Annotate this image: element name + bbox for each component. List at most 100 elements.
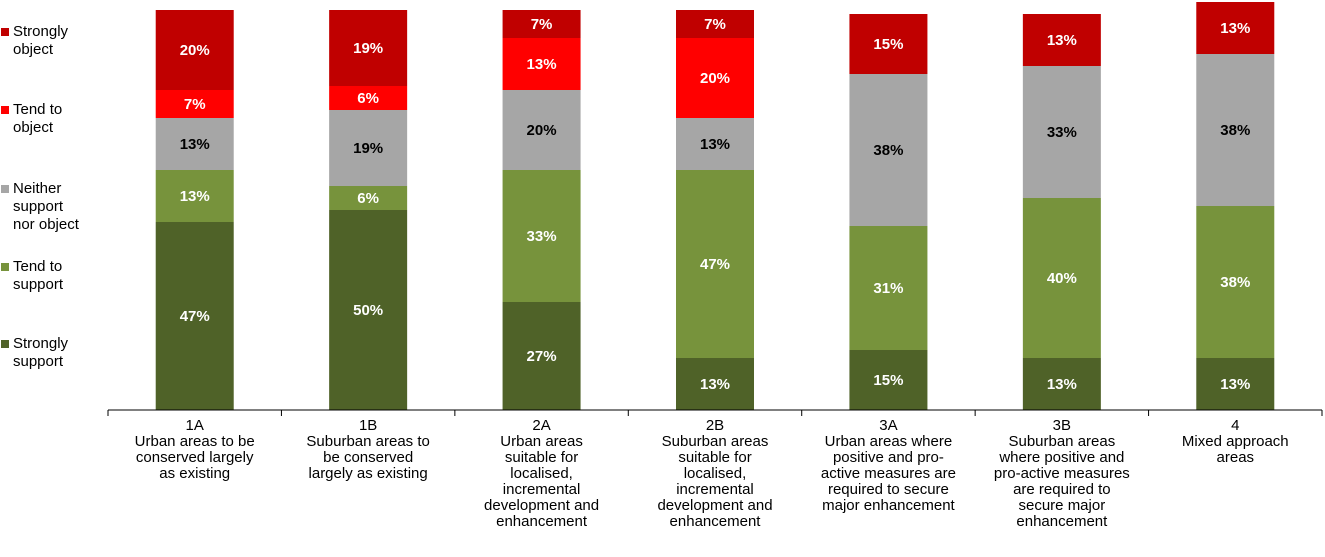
x-tick-label-line: incremental <box>676 481 754 498</box>
x-tick-label-line: are required to <box>1013 481 1111 498</box>
bar-segment <box>849 350 928 410</box>
x-tick-label-line: Urban areas to be <box>135 433 255 450</box>
bar-segment <box>155 170 234 222</box>
data-label: 7% <box>704 16 726 33</box>
bar-segment <box>1022 198 1101 358</box>
data-label: 33% <box>527 228 557 245</box>
x-tick-label-line: enhancement <box>1016 513 1108 530</box>
data-label: 7% <box>531 16 553 33</box>
bar-segment <box>676 118 754 170</box>
x-tick-label-line: required to secure <box>828 481 949 498</box>
data-label: 13% <box>1220 376 1250 393</box>
x-tick-label-line: as existing <box>159 465 230 482</box>
bar-segment <box>1022 358 1101 410</box>
x-tick-label-line: 3B <box>1053 417 1071 434</box>
x-tick-label-line: Urban areas <box>500 433 583 450</box>
data-label: 20% <box>700 70 730 87</box>
x-tick-label-line: enhancement <box>670 513 762 530</box>
legend-swatch <box>1 28 9 36</box>
x-tick-label-line: areas <box>1217 449 1255 466</box>
data-label: 13% <box>1220 20 1250 37</box>
bar-segment <box>676 170 754 358</box>
data-label: 33% <box>1047 124 1077 141</box>
x-tick-label: 1A Urban areas to be conserved largely as e… <box>135 417 255 482</box>
x-tick-label-line: positive and pro- <box>833 449 944 466</box>
data-label: 15% <box>873 36 903 53</box>
x-tick-label-line: active measures are <box>821 465 956 482</box>
x-tick-label-line: be conserved <box>323 449 413 466</box>
legend-label: Neither support nor object <box>13 180 79 233</box>
bar-segment <box>329 86 408 110</box>
bar-segment <box>502 38 581 90</box>
x-tick-label-line: major enhancement <box>822 497 955 514</box>
x-tick-label-line: 4 <box>1231 417 1239 434</box>
legend-label: Strongly object <box>13 23 69 58</box>
bar-segment <box>676 10 754 38</box>
x-tick-label-line: 1A <box>186 417 204 434</box>
data-label: 13% <box>700 136 730 153</box>
x-tick-label-line: localised, <box>684 465 747 482</box>
bar-segment <box>502 10 581 38</box>
x-tick-label-line: enhancement <box>496 513 588 530</box>
bar-segment <box>329 10 408 86</box>
bar-segment <box>1196 54 1275 206</box>
legend-swatch <box>1 185 9 193</box>
x-tick-label: 4 Mixed approach areas <box>1182 417 1289 466</box>
x-tick-label: 2B Suburban areas suitable for localised, in… <box>657 417 772 530</box>
x-tick-label: 2A Urban areas suitable for localised, incre… <box>484 417 599 530</box>
x-tick-label-line: development and <box>657 497 772 514</box>
x-tick-label-line: pro-active measures <box>994 465 1130 482</box>
data-label: 13% <box>180 188 210 205</box>
legend-swatch <box>1 340 9 348</box>
x-tick-label-line: 3A <box>879 417 897 434</box>
bar-segment <box>676 358 754 410</box>
bar-segment <box>329 110 408 186</box>
x-tick-label-line: incremental <box>503 481 581 498</box>
data-label: 13% <box>527 56 557 73</box>
bar-segment <box>849 14 928 74</box>
bar-segment <box>849 226 928 350</box>
data-label: 13% <box>1047 32 1077 49</box>
x-tick-label-line: where positive and <box>998 449 1124 466</box>
x-tick-label-line: suitable for <box>678 449 751 466</box>
x-tick-label: 3A Urban areas where positive and pro-acti… <box>821 417 956 514</box>
legend-label: Strongly support <box>13 335 69 370</box>
data-label: 19% <box>353 140 383 157</box>
x-tick-label-line: 2B <box>706 417 724 434</box>
data-label: 50% <box>353 302 383 319</box>
bar-segment <box>1022 66 1101 198</box>
x-tick-label-line: secure major <box>1019 497 1106 514</box>
data-label: 6% <box>357 90 379 107</box>
data-label: 38% <box>1220 274 1250 291</box>
data-label: 15% <box>873 372 903 389</box>
x-tick-label: 3B Suburban areas where positive and pro-ac… <box>994 417 1130 530</box>
data-label: 19% <box>353 40 383 57</box>
legend-swatch <box>1 106 9 114</box>
data-label: 13% <box>180 136 210 153</box>
x-tick-label-line: Suburban areas <box>662 433 769 450</box>
x-tick-label-line: Urban areas where <box>825 433 953 450</box>
bar-segment <box>155 10 234 90</box>
x-tick-label-line: localised, <box>510 465 573 482</box>
bar-segment <box>849 74 928 226</box>
bar-segment <box>1022 14 1101 66</box>
x-tick-label-line: largely as existing <box>309 465 428 482</box>
legend-item: Tend to support <box>0 258 82 294</box>
bar-segment <box>155 222 234 410</box>
data-label: 6% <box>357 190 379 207</box>
data-label: 40% <box>1047 270 1077 287</box>
data-label: 7% <box>184 96 206 113</box>
bar-segment <box>155 90 234 118</box>
bar-segment <box>502 170 581 302</box>
bar-segment <box>1196 358 1275 410</box>
data-label: 27% <box>527 348 557 365</box>
bar-segment <box>502 302 581 410</box>
data-label: 31% <box>873 280 903 297</box>
legend-item: Strongly object <box>0 23 82 59</box>
legend-item: Strongly support <box>0 335 82 371</box>
legend-item: Tend to object <box>0 101 82 137</box>
x-tick-label-line: suitable for <box>505 449 578 466</box>
x-tick-label-line: 2A <box>532 417 550 434</box>
